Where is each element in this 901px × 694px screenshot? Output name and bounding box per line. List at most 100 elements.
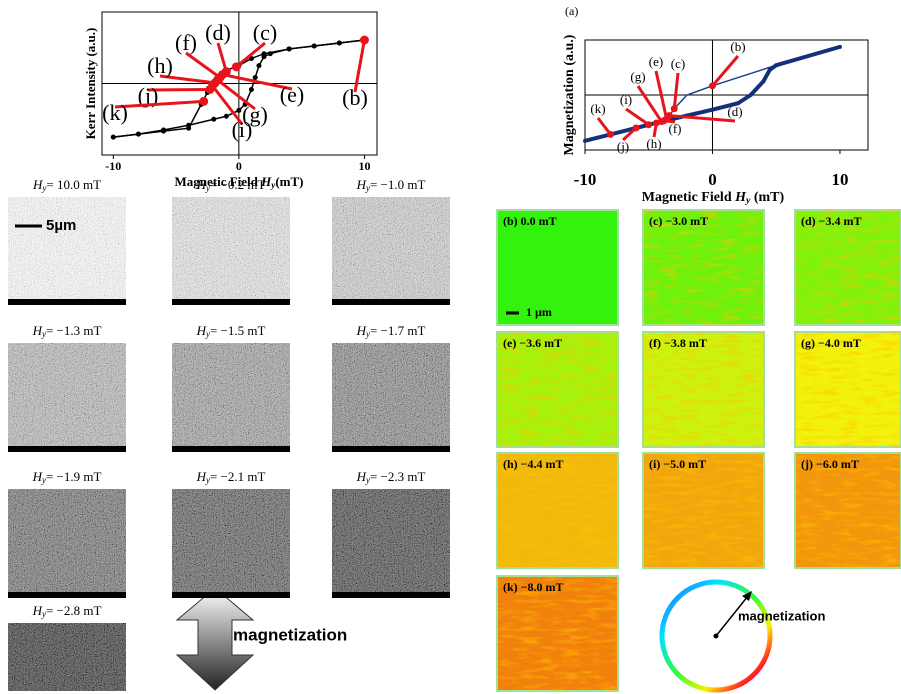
kerr-image-shade [8,489,126,598]
kerr-image-footer [332,446,450,452]
curve-point [236,108,241,113]
point-label: (k) [590,101,605,116]
point-label: (c) [671,56,685,71]
curve-point [312,43,317,48]
curve-point [186,123,191,128]
point-label: (e) [649,54,663,69]
field-caption: (i) −5.0 mT [649,457,706,471]
annotated-point [232,62,241,71]
field-symbol: H [356,177,367,192]
kerr-image-footer [8,446,126,452]
curve-point [710,108,714,112]
field-value: = −1.3 mT [46,323,102,338]
wheel-center [714,634,719,639]
x-tick-label: 10 [831,170,848,189]
annotated-point [632,125,639,132]
kerr-image-shade [172,489,290,598]
field-symbol: H [32,469,43,484]
kerr-image-shade [332,197,450,305]
field-value: = −1.9 mT [46,469,102,484]
field-value: = −2.3 mT [370,469,426,484]
x-tick-label: 0 [236,159,242,173]
field-caption: (g) −4.0 mT [801,336,861,350]
curve-point [768,68,772,72]
field-symbol: H [196,177,207,192]
kerr-image-shade [172,197,290,305]
field-symbol: H [32,603,43,618]
x-tick-label: 10 [358,159,370,173]
x-tick-label: 0 [708,170,717,189]
x-label-unit: (mT) [750,190,784,205]
point-label: (i) [620,92,632,107]
annotated-point [653,119,660,126]
curve-point [838,45,842,49]
leader-line [626,109,649,125]
point-label: (b) [342,85,368,110]
curve-point [774,63,778,67]
field-caption: (j) −6.0 mT [801,457,859,471]
field-symbol: H [32,177,43,192]
curve-point [111,135,116,140]
field-symbol: H [196,323,207,338]
kerr-image-footer [172,299,290,305]
point-label: (f) [175,30,197,55]
point-label: (e) [280,82,304,107]
annotated-point [360,36,369,45]
field-caption: (b) 0.0 mT [503,214,557,228]
x-label-text: Magnetic Field [642,190,735,205]
curve-point [161,127,166,132]
field-symbol: H [356,323,367,338]
x-axis-label: Magnetic Field Hy (mT) [642,190,785,206]
curve-point [249,87,254,92]
point-label: (i) [232,117,253,142]
annotated-point [671,105,678,112]
kerr-image-shade [172,343,290,452]
curve-point [211,117,216,122]
point-label: (d) [205,20,231,45]
field-symbol: H [196,469,207,484]
field-caption: (k) −8.0 mT [503,580,564,594]
field-caption: (e) −3.6 mT [503,336,562,350]
field-caption: (f) −3.8 mT [649,336,707,350]
field-value: = 10.0 mT [46,177,101,192]
point-label: (f) [669,121,682,136]
curve-point [761,79,765,83]
point-label: (j) [617,139,629,154]
field-caption: Hy= −1.9 mT [32,469,102,485]
leader-line [115,101,204,107]
curve-point [337,40,342,45]
point-label: (d) [727,104,742,119]
point-label: (k) [102,100,128,125]
field-value: = −2.1 mT [210,469,266,484]
field-caption: (c) −3.0 mT [649,214,708,228]
scale-bar-label: 5µm [46,217,76,234]
curve-point [224,114,229,119]
field-symbol: H [32,323,43,338]
field-caption: Hy= −2.8 mT [32,603,102,619]
point-label: (h) [646,136,661,151]
x-tick-label: -10 [105,159,121,173]
kerr-image-footer [172,446,290,452]
x-label-unit: (mT) [275,174,303,189]
field-caption: Hy= −1.7 mT [356,323,426,339]
annotated-point [199,97,208,106]
field-value: = −2.8 mT [46,603,102,618]
curve-point [253,75,258,80]
annotated-point [645,121,652,128]
scale-bar-label: 1 µm [526,305,552,319]
kerr-image-shade [332,343,450,452]
curve-point [261,54,266,59]
annotated-point [709,82,716,89]
field-caption: (d) −3.4 mT [801,214,862,228]
annotated-point [607,131,614,138]
field-value: = −0.2 mT [210,177,266,192]
field-caption: Hy= 10.0 mT [32,177,101,193]
field-value: = −1.0 mT [370,177,426,192]
x-tick-label: -10 [574,170,597,189]
curve-point [749,93,753,97]
leader-line [638,86,661,122]
kerr-image-shade [8,343,126,452]
field-caption: Hy= −1.0 mT [356,177,426,193]
field-caption: Hy= −1.5 mT [196,323,266,339]
field-caption: Hy= −2.1 mT [196,469,266,485]
